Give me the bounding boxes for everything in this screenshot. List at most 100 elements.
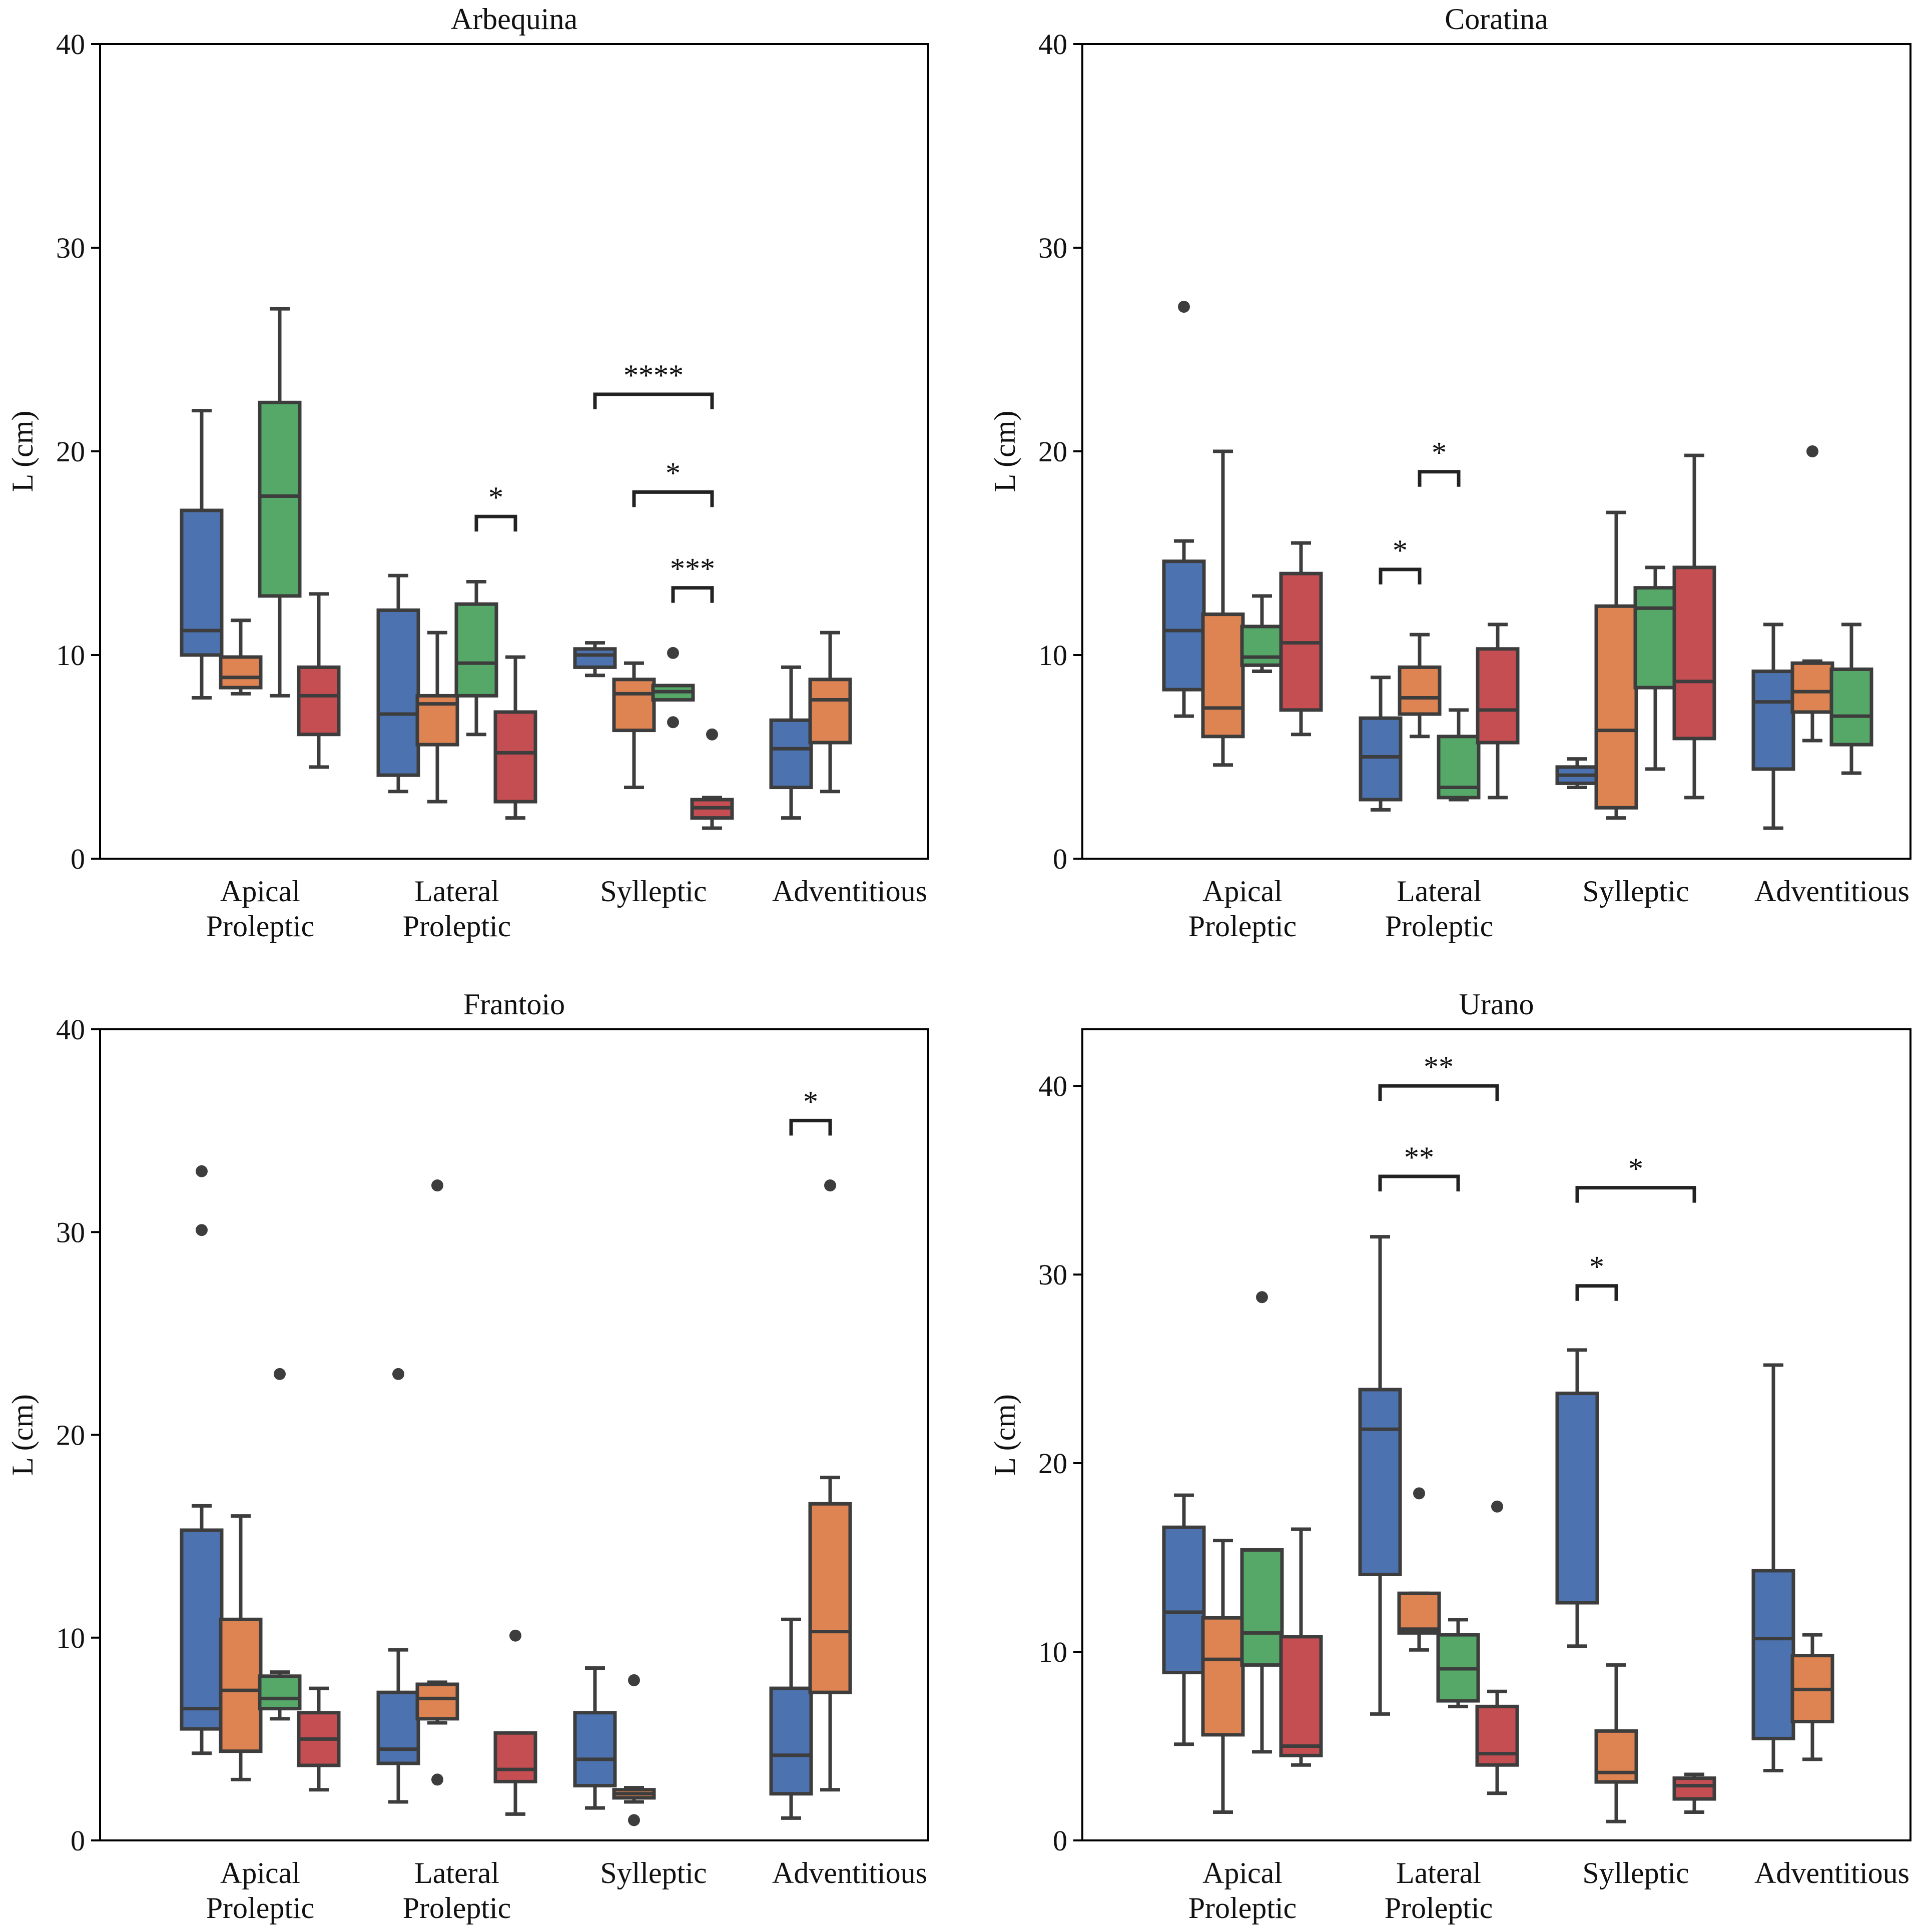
outlier-point — [274, 1368, 286, 1380]
y-tick-label: 20 — [56, 435, 85, 468]
box-iqr — [1594, 604, 1638, 810]
box-iqr — [612, 678, 656, 733]
significance-label: * — [1432, 436, 1447, 469]
y-tick-label: 10 — [1038, 639, 1067, 672]
box-green — [1633, 565, 1677, 771]
significance-label: * — [1393, 534, 1408, 567]
box-iqr — [1672, 1776, 1716, 1801]
x-tick-label: Lateral — [414, 875, 499, 908]
box-iqr — [258, 1674, 302, 1711]
box-iqr — [493, 1731, 537, 1783]
box-orange — [1397, 1487, 1441, 1652]
significance-bracket: * — [1575, 1152, 1696, 1203]
y-tick-label: 0 — [1053, 1824, 1067, 1857]
x-tick-label: Sylleptic — [600, 1856, 707, 1889]
bracket-line — [1575, 1186, 1696, 1203]
box-iqr — [1240, 624, 1284, 667]
box-blue — [1751, 622, 1795, 830]
box-iqr — [219, 655, 263, 690]
box-green — [1437, 708, 1481, 802]
box-iqr — [1240, 1548, 1284, 1667]
y-axis-label: L (cm) — [6, 1394, 39, 1476]
box-orange — [612, 661, 656, 790]
box-iqr — [769, 1686, 813, 1796]
y-tick-label: 40 — [1038, 1070, 1067, 1102]
box-iqr — [1829, 667, 1873, 747]
box-green — [1829, 622, 1873, 775]
box-red — [1672, 453, 1716, 800]
box-iqr — [1555, 1392, 1599, 1605]
box-iqr — [1475, 1704, 1519, 1767]
x-tick-label: Sylleptic — [1582, 1856, 1689, 1889]
x-tick-label: Apical — [220, 875, 300, 908]
y-tick-label: 20 — [1038, 435, 1067, 468]
x-tick-label: Proleptic — [1188, 910, 1297, 943]
significance-label: ** — [1404, 1141, 1434, 1174]
box-iqr — [1594, 1729, 1638, 1784]
box-iqr — [1397, 1591, 1441, 1635]
box-orange — [1398, 632, 1442, 739]
box-iqr — [573, 647, 617, 669]
box-red — [493, 1629, 537, 1816]
significance-bracket: * — [789, 1085, 832, 1136]
box-iqr — [1790, 661, 1834, 714]
significance-bracket: * — [632, 456, 714, 507]
box-red — [1475, 1500, 1519, 1795]
x-tick-label: Sylleptic — [1582, 875, 1689, 908]
box-red — [690, 728, 734, 830]
bracket-line — [1379, 567, 1422, 585]
outlier-point — [1178, 301, 1190, 313]
outlier-point — [824, 1179, 836, 1192]
bracket-line — [474, 514, 517, 532]
outlier-point — [706, 728, 718, 741]
box-blue — [1555, 1348, 1599, 1648]
box-red — [1279, 541, 1323, 737]
outlier-point — [431, 1179, 443, 1192]
box-green — [258, 307, 302, 698]
x-tick-label: Apical — [1202, 875, 1283, 908]
outlier-point — [1491, 1500, 1503, 1513]
box-green — [1240, 1291, 1284, 1754]
box-red — [297, 592, 341, 769]
x-tick-label: Proleptic — [1385, 1891, 1493, 1924]
y-tick-label: 20 — [56, 1419, 85, 1452]
x-tick-label: Lateral — [1397, 875, 1482, 908]
x-tick-label: Apical — [220, 1856, 300, 1889]
x-tick-label: Proleptic — [1385, 910, 1494, 943]
bracket-line — [1378, 1084, 1499, 1101]
box-orange — [1201, 1539, 1245, 1814]
x-tick-label: Apical — [1202, 1856, 1283, 1889]
box-blue — [769, 1617, 813, 1820]
significance-bracket: * — [474, 481, 517, 532]
box-orange — [1201, 449, 1245, 767]
box-blue — [1162, 301, 1206, 718]
significance-bracket: * — [1575, 1250, 1618, 1301]
chart-title: Urano — [1459, 988, 1534, 1021]
y-tick-label: 10 — [1038, 1636, 1067, 1668]
box-iqr — [808, 678, 852, 745]
box-iqr — [180, 508, 224, 657]
box-red — [1476, 622, 1520, 800]
significance-label: * — [1589, 1250, 1604, 1283]
bracket-line — [593, 392, 714, 410]
y-tick-label: 40 — [1038, 28, 1067, 61]
box-orange — [219, 618, 263, 696]
box-iqr — [180, 1528, 224, 1731]
outlier-point — [667, 647, 679, 659]
box-blue — [573, 641, 617, 678]
box-blue — [769, 665, 813, 820]
box-iqr — [1751, 1569, 1795, 1740]
y-axis-label: L (cm) — [988, 1394, 1021, 1476]
box-red — [1279, 1527, 1323, 1767]
box-iqr — [1359, 716, 1403, 802]
box-orange — [1790, 445, 1834, 743]
box-blue — [1359, 676, 1403, 812]
x-tick-label: Sylleptic — [600, 875, 707, 908]
box-iqr — [258, 400, 302, 598]
box-iqr — [1201, 1616, 1245, 1737]
significance-label: * — [488, 481, 503, 514]
significance-bracket: *** — [670, 552, 715, 603]
box-blue — [376, 573, 420, 794]
